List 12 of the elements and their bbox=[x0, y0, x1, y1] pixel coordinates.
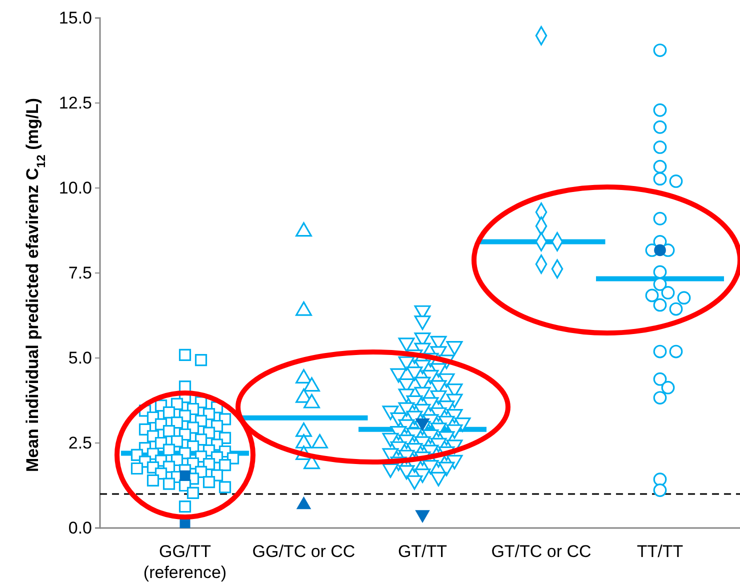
x-tick-label: GG/TC or CC bbox=[252, 542, 356, 561]
y-tick-label: 10.0 bbox=[58, 178, 92, 198]
x-tick-label: TT/TT bbox=[636, 542, 684, 561]
y-tick-label: 12.5 bbox=[58, 93, 92, 112]
x-tick-label: GT/TC or CC bbox=[491, 542, 592, 561]
y-tick-label: 15.0 bbox=[58, 8, 92, 28]
y-tick-label: 2.5 bbox=[68, 433, 92, 452]
x-tick-label: GG/TT (reference) bbox=[143, 542, 227, 582]
x-tick-label: GT/TT bbox=[398, 542, 448, 561]
y-tick-label: 7.5 bbox=[68, 263, 92, 282]
y-tick-label: 5.0 bbox=[68, 348, 92, 368]
y-tick-label: 0.0 bbox=[68, 518, 92, 538]
